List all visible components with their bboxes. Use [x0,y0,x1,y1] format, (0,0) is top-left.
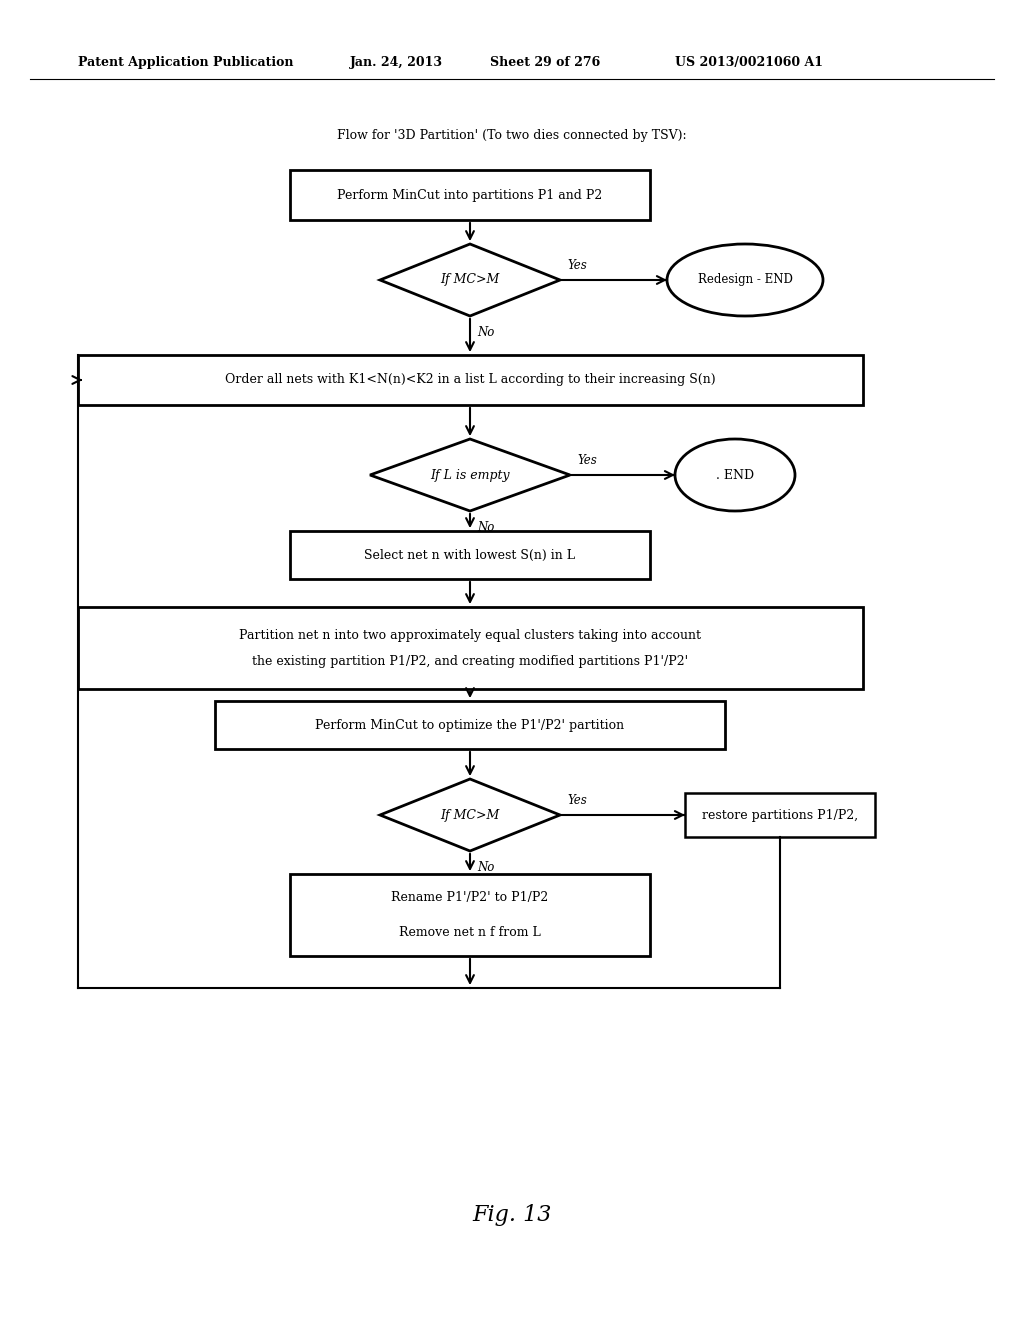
Text: Sheet 29 of 276: Sheet 29 of 276 [490,55,600,69]
Ellipse shape [675,440,795,511]
Text: Yes: Yes [567,795,587,807]
Bar [290,531,650,579]
Text: No: No [477,861,495,874]
Text: Fig. 13: Fig. 13 [472,1204,552,1226]
Text: Jan. 24, 2013: Jan. 24, 2013 [350,55,443,69]
Bar [290,170,650,220]
Bar [78,355,862,405]
Text: Yes: Yes [577,454,597,467]
Text: Rename P1'/P2' to P1/P2: Rename P1'/P2' to P1/P2 [391,891,549,904]
Text: Perform MinCut into partitions P1 and P2: Perform MinCut into partitions P1 and P2 [337,189,603,202]
Ellipse shape [667,244,823,315]
Text: No: No [477,326,495,339]
Text: If MC>M: If MC>M [440,273,500,286]
Text: Yes: Yes [567,259,587,272]
Text: If MC>M: If MC>M [440,808,500,821]
Bar [215,701,725,748]
Text: Patent Application Publication: Patent Application Publication [78,55,294,69]
Text: Order all nets with K1<N(n)<K2 in a list L according to their increasing S(n): Order all nets with K1<N(n)<K2 in a list… [224,374,716,387]
Text: Redesign - END: Redesign - END [697,273,793,286]
Text: Remove net n f from L: Remove net n f from L [399,925,541,939]
Bar [290,874,650,956]
Text: Select net n with lowest S(n) in L: Select net n with lowest S(n) in L [365,549,575,561]
Text: the existing partition P1/P2, and creating modified partitions P1'/P2': the existing partition P1/P2, and creati… [252,655,688,668]
Text: Flow for '3D Partition' (To two dies connected by TSV):: Flow for '3D Partition' (To two dies con… [337,128,687,141]
Polygon shape [380,779,560,851]
Text: No: No [477,521,495,535]
Text: If L is empty: If L is empty [430,469,510,482]
Text: Partition net n into two approximately equal clusters taking into account: Partition net n into two approximately e… [239,628,701,642]
Text: Perform MinCut to optimize the P1'/P2' partition: Perform MinCut to optimize the P1'/P2' p… [315,718,625,731]
Text: . END: . END [716,469,754,482]
Bar [685,793,874,837]
Text: US 2013/0021060 A1: US 2013/0021060 A1 [675,55,823,69]
Bar [78,607,862,689]
Polygon shape [370,440,570,511]
Text: restore partitions P1/P2,: restore partitions P1/P2, [701,808,858,821]
Polygon shape [380,244,560,315]
